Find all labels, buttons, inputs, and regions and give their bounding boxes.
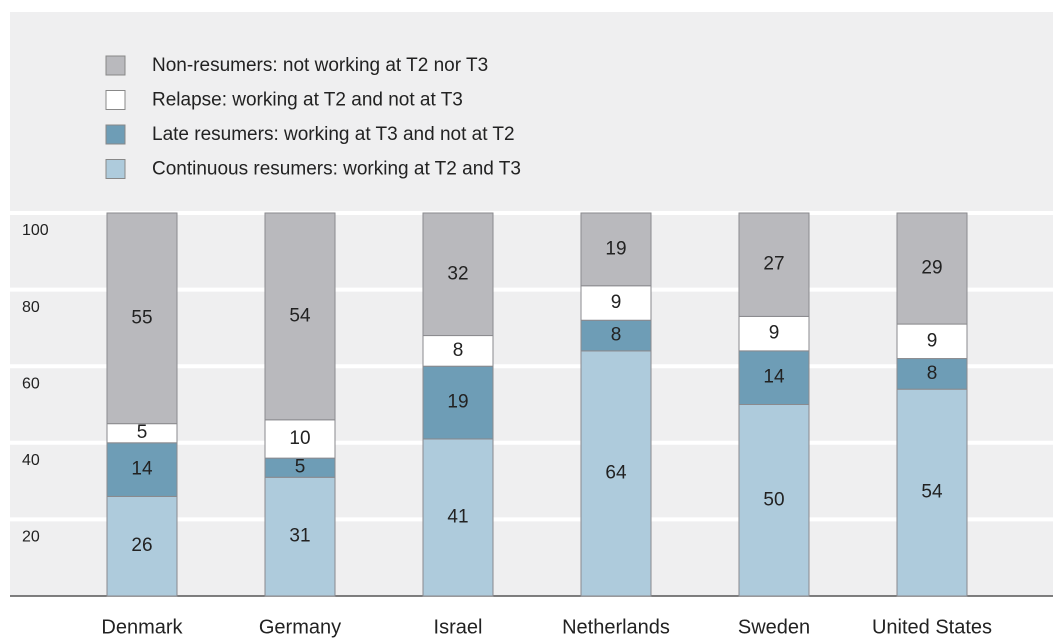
plot-background: [10, 12, 1053, 596]
bar-segment: [896, 358, 968, 390]
x-tick-label: Sweden: [738, 616, 810, 638]
value-label: 9: [611, 292, 622, 313]
bar-segment: [580, 350, 652, 597]
value-label: 9: [769, 323, 780, 344]
bar-segment: [264, 419, 336, 459]
bar-segment: [896, 388, 968, 597]
legend-swatch: [105, 90, 126, 110]
bar-segment: [264, 212, 336, 421]
bar-segment: [580, 285, 652, 321]
bar-segment: [422, 365, 494, 440]
x-tick-label: United States: [872, 616, 992, 638]
y-tick-label: 20: [22, 529, 40, 546]
x-tick-label: Netherlands: [562, 616, 670, 638]
value-label: 55: [131, 307, 152, 328]
bar-segment: [738, 212, 810, 317]
y-tick-label: 80: [22, 299, 40, 316]
value-label: 19: [605, 238, 626, 259]
legend-label: Continuous resumers: working at T2 and T…: [152, 159, 521, 180]
legend-label: Late resumers: working at T3 and not at …: [152, 124, 515, 145]
bar-segment: [580, 212, 652, 287]
legend-label: Non-resumers: not working at T2 nor T3: [152, 55, 488, 76]
x-tick-label: Germany: [259, 616, 341, 638]
bar-segment: [422, 335, 494, 367]
value-label: 14: [763, 367, 785, 388]
value-label: 54: [289, 305, 311, 326]
x-tick-label: Denmark: [101, 616, 183, 638]
value-label: 8: [611, 325, 622, 346]
value-label: 41: [447, 507, 468, 528]
value-label: 64: [605, 462, 627, 483]
bar-segment: [896, 212, 968, 325]
value-label: 32: [447, 263, 468, 284]
y-tick-label: 60: [22, 375, 40, 392]
value-label: 8: [927, 363, 938, 384]
bar-segment: [106, 442, 178, 497]
bar-segment: [106, 495, 178, 597]
legend-swatch: [105, 55, 126, 76]
value-label: 31: [289, 526, 310, 547]
bar-segment: [738, 404, 810, 597]
legend-swatch: [105, 159, 126, 179]
y-tick-label: 100: [22, 222, 49, 239]
value-label: 50: [763, 489, 784, 510]
value-label: 8: [453, 340, 464, 361]
bar-segment: [422, 212, 494, 337]
value-label: 5: [137, 422, 148, 443]
value-label: 26: [131, 535, 152, 556]
legend-label: Relapse: working at T2 and not at T3: [152, 90, 463, 111]
bar-segment: [896, 323, 968, 360]
value-label: 10: [289, 428, 310, 449]
value-label: 14: [131, 459, 153, 480]
bar-segment: [106, 212, 178, 425]
value-label: 54: [921, 482, 943, 503]
x-tick-label: Israel: [434, 616, 483, 638]
value-label: 5: [295, 457, 306, 478]
y-tick-label: 40: [22, 452, 40, 469]
legend-swatch: [105, 124, 126, 145]
bar-segment: [580, 319, 652, 352]
value-label: 29: [921, 258, 942, 279]
value-label: 19: [447, 392, 468, 413]
bar-segment: [738, 350, 810, 406]
value-label: 27: [763, 254, 784, 275]
bar-segment: [738, 315, 810, 352]
value-label: 9: [927, 330, 938, 351]
